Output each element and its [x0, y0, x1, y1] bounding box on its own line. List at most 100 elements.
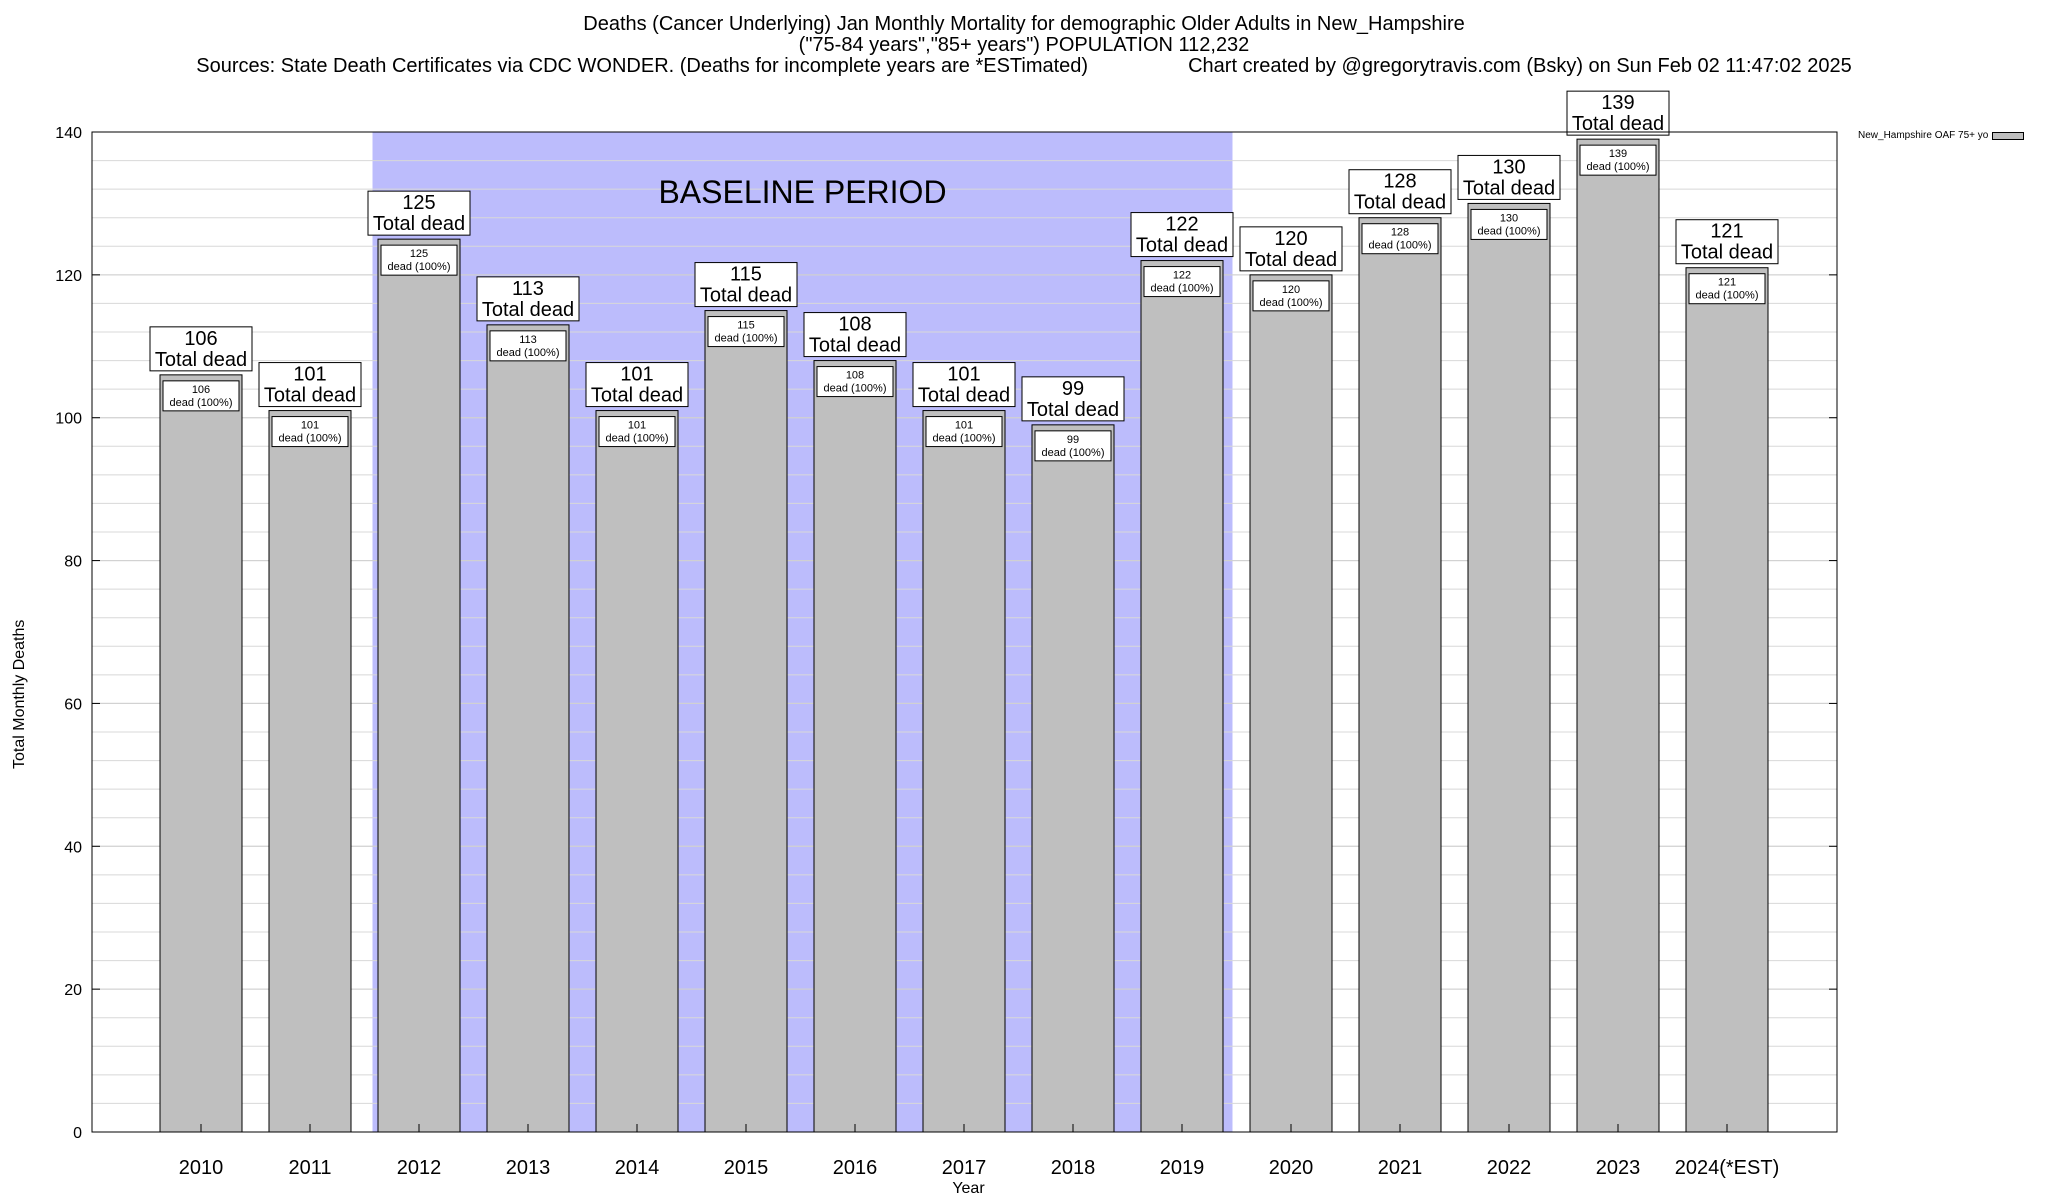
bar-inner-value-label: 128: [1391, 227, 1409, 239]
x-tick-label: 2019: [1160, 1157, 1205, 1179]
bar-inner-label-box: [489, 330, 567, 362]
bar: [159, 374, 243, 1133]
bar-total-label-box: [585, 362, 689, 408]
y-tick-label: 60: [64, 696, 82, 713]
bar-inner-label-box: [598, 416, 676, 448]
bar-total-text-label: Total dead: [809, 335, 901, 357]
x-tick-label: 2020: [1269, 1157, 1314, 1179]
bar-inner-label-box: [1143, 266, 1221, 298]
bar-inner-value-label: 121: [1718, 277, 1736, 289]
bar-inner-pct-label: dead (100%): [824, 383, 887, 395]
bar: [1140, 260, 1224, 1133]
bar-inner-value-label: 101: [301, 420, 319, 432]
bar-inner-value-label: 115: [737, 320, 755, 332]
y-axis-label: Total Monthly Deaths: [11, 619, 28, 769]
y-tick-label: 140: [55, 125, 82, 142]
legend-label: New_Hampshire OAF 75+ yo: [1858, 130, 1989, 141]
bar-inner-value-label: 101: [955, 420, 973, 432]
bar-inner-pct-label: dead (100%): [1369, 240, 1432, 252]
bar-total-label-box: [1021, 376, 1125, 422]
bar-inner-value-label: 106: [192, 384, 210, 396]
y-tick-label: 80: [64, 554, 82, 571]
bar: [704, 310, 788, 1133]
y-tick-label: 20: [64, 982, 82, 999]
bar-total-text-label: Total dead: [264, 385, 356, 407]
bar-total-label-box: [149, 326, 253, 372]
bar-total-text-label: Total dead: [1354, 192, 1446, 214]
x-tick-label: 2018: [1051, 1157, 1096, 1179]
y-tick-label: 40: [64, 839, 82, 856]
bar-total-text-label: Total dead: [482, 299, 574, 321]
bar-total-label-box: [803, 312, 907, 358]
bar-total-value-label: 101: [293, 364, 326, 386]
bar-inner-pct-label: dead (100%): [388, 261, 451, 273]
y-tick-label: 100: [55, 411, 82, 428]
bar-total-value-label: 139: [1601, 92, 1634, 114]
legend: New_Hampshire OAF 75+ yo: [1858, 130, 2025, 141]
bar-inner-value-label: 139: [1609, 148, 1627, 160]
bar-inner-value-label: 120: [1282, 284, 1300, 296]
bar-inner-pct-label: dead (100%): [497, 347, 560, 359]
bar-inner-label-box: [380, 244, 458, 276]
bar-inner-pct-label: dead (100%): [1260, 297, 1323, 309]
bar-total-value-label: 101: [620, 364, 653, 386]
bar-total-label-box: [476, 276, 580, 322]
x-tick-label: 2024(*EST): [1675, 1157, 1780, 1179]
chart-title-block: Deaths (Cancer Underlying) Jan Monthly M…: [0, 14, 2048, 77]
bar-total-value-label: 113: [512, 278, 544, 300]
bar: [377, 238, 461, 1133]
x-tick-label: 2013: [506, 1157, 551, 1179]
x-tick-label: 2012: [397, 1157, 442, 1179]
bar-total-text-label: Total dead: [1027, 399, 1119, 421]
bar-total-label-box: [258, 362, 362, 408]
bar-inner-value-label: 113: [519, 334, 537, 346]
x-tick-label: 2023: [1596, 1157, 1641, 1179]
bar-inner-label-box: [1034, 430, 1112, 462]
x-tick-label: 2015: [724, 1157, 769, 1179]
bar-total-text-label: Total dead: [1572, 113, 1664, 135]
chart-title: Deaths (Cancer Underlying) Jan Monthly M…: [583, 13, 1465, 35]
bar: [1358, 217, 1442, 1133]
bar-inner-pct-label: dead (100%): [1478, 225, 1541, 237]
bar-total-value-label: 99: [1062, 378, 1084, 400]
bar-inner-value-label: 130: [1500, 212, 1518, 224]
chart-credit: Chart created by @gregorytravis.com (Bsk…: [1188, 55, 1852, 77]
bar-inner-pct-label: dead (100%): [279, 433, 342, 445]
bar: [813, 360, 897, 1133]
bar-inner-value-label: 101: [628, 420, 646, 432]
bar-total-value-label: 106: [184, 328, 217, 350]
bar-total-value-label: 115: [730, 264, 762, 286]
bar-inner-pct-label: dead (100%): [606, 433, 669, 445]
bar: [1576, 138, 1660, 1133]
bar-inner-label-box: [1579, 144, 1657, 176]
bar-inner-label-box: [925, 416, 1003, 448]
bar-total-value-label: 101: [947, 364, 980, 386]
x-tick-label: 2022: [1487, 1157, 1532, 1179]
bar-total-value-label: 128: [1383, 171, 1416, 193]
bar-total-value-label: 121: [1710, 221, 1743, 243]
bar-total-label-box: [912, 362, 1016, 408]
x-tick-label: 2021: [1378, 1157, 1423, 1179]
bar-total-value-label: 120: [1274, 228, 1307, 250]
bar-inner-label-box: [1470, 208, 1548, 240]
chart-subtitle: ("75-84 years","85+ years") POPULATION 1…: [798, 34, 1250, 56]
bar-total-text-label: Total dead: [155, 349, 247, 371]
baseline-label: BASELINE PERIOD: [658, 174, 946, 210]
bar-total-text-label: Total dead: [1136, 235, 1228, 257]
bar-total-label-box: [694, 262, 798, 308]
bar-inner-pct-label: dead (100%): [715, 333, 778, 345]
chart-source: Sources: State Death Certificates via CD…: [196, 55, 1089, 77]
bar-inner-pct-label: dead (100%): [933, 433, 996, 445]
bar: [595, 410, 679, 1133]
bar: [268, 410, 352, 1133]
bar-total-text-label: Total dead: [700, 285, 792, 307]
x-tick-label: 2014: [615, 1157, 660, 1179]
bar-inner-pct-label: dead (100%): [1151, 283, 1214, 295]
bar-total-label-box: [1675, 219, 1779, 265]
bar: [1467, 202, 1551, 1133]
x-tick-label: 2017: [942, 1157, 987, 1179]
bar-total-text-label: Total dead: [1463, 177, 1555, 199]
x-tick-label: 2016: [833, 1157, 878, 1179]
bar-inner-label-box: [1252, 280, 1330, 312]
